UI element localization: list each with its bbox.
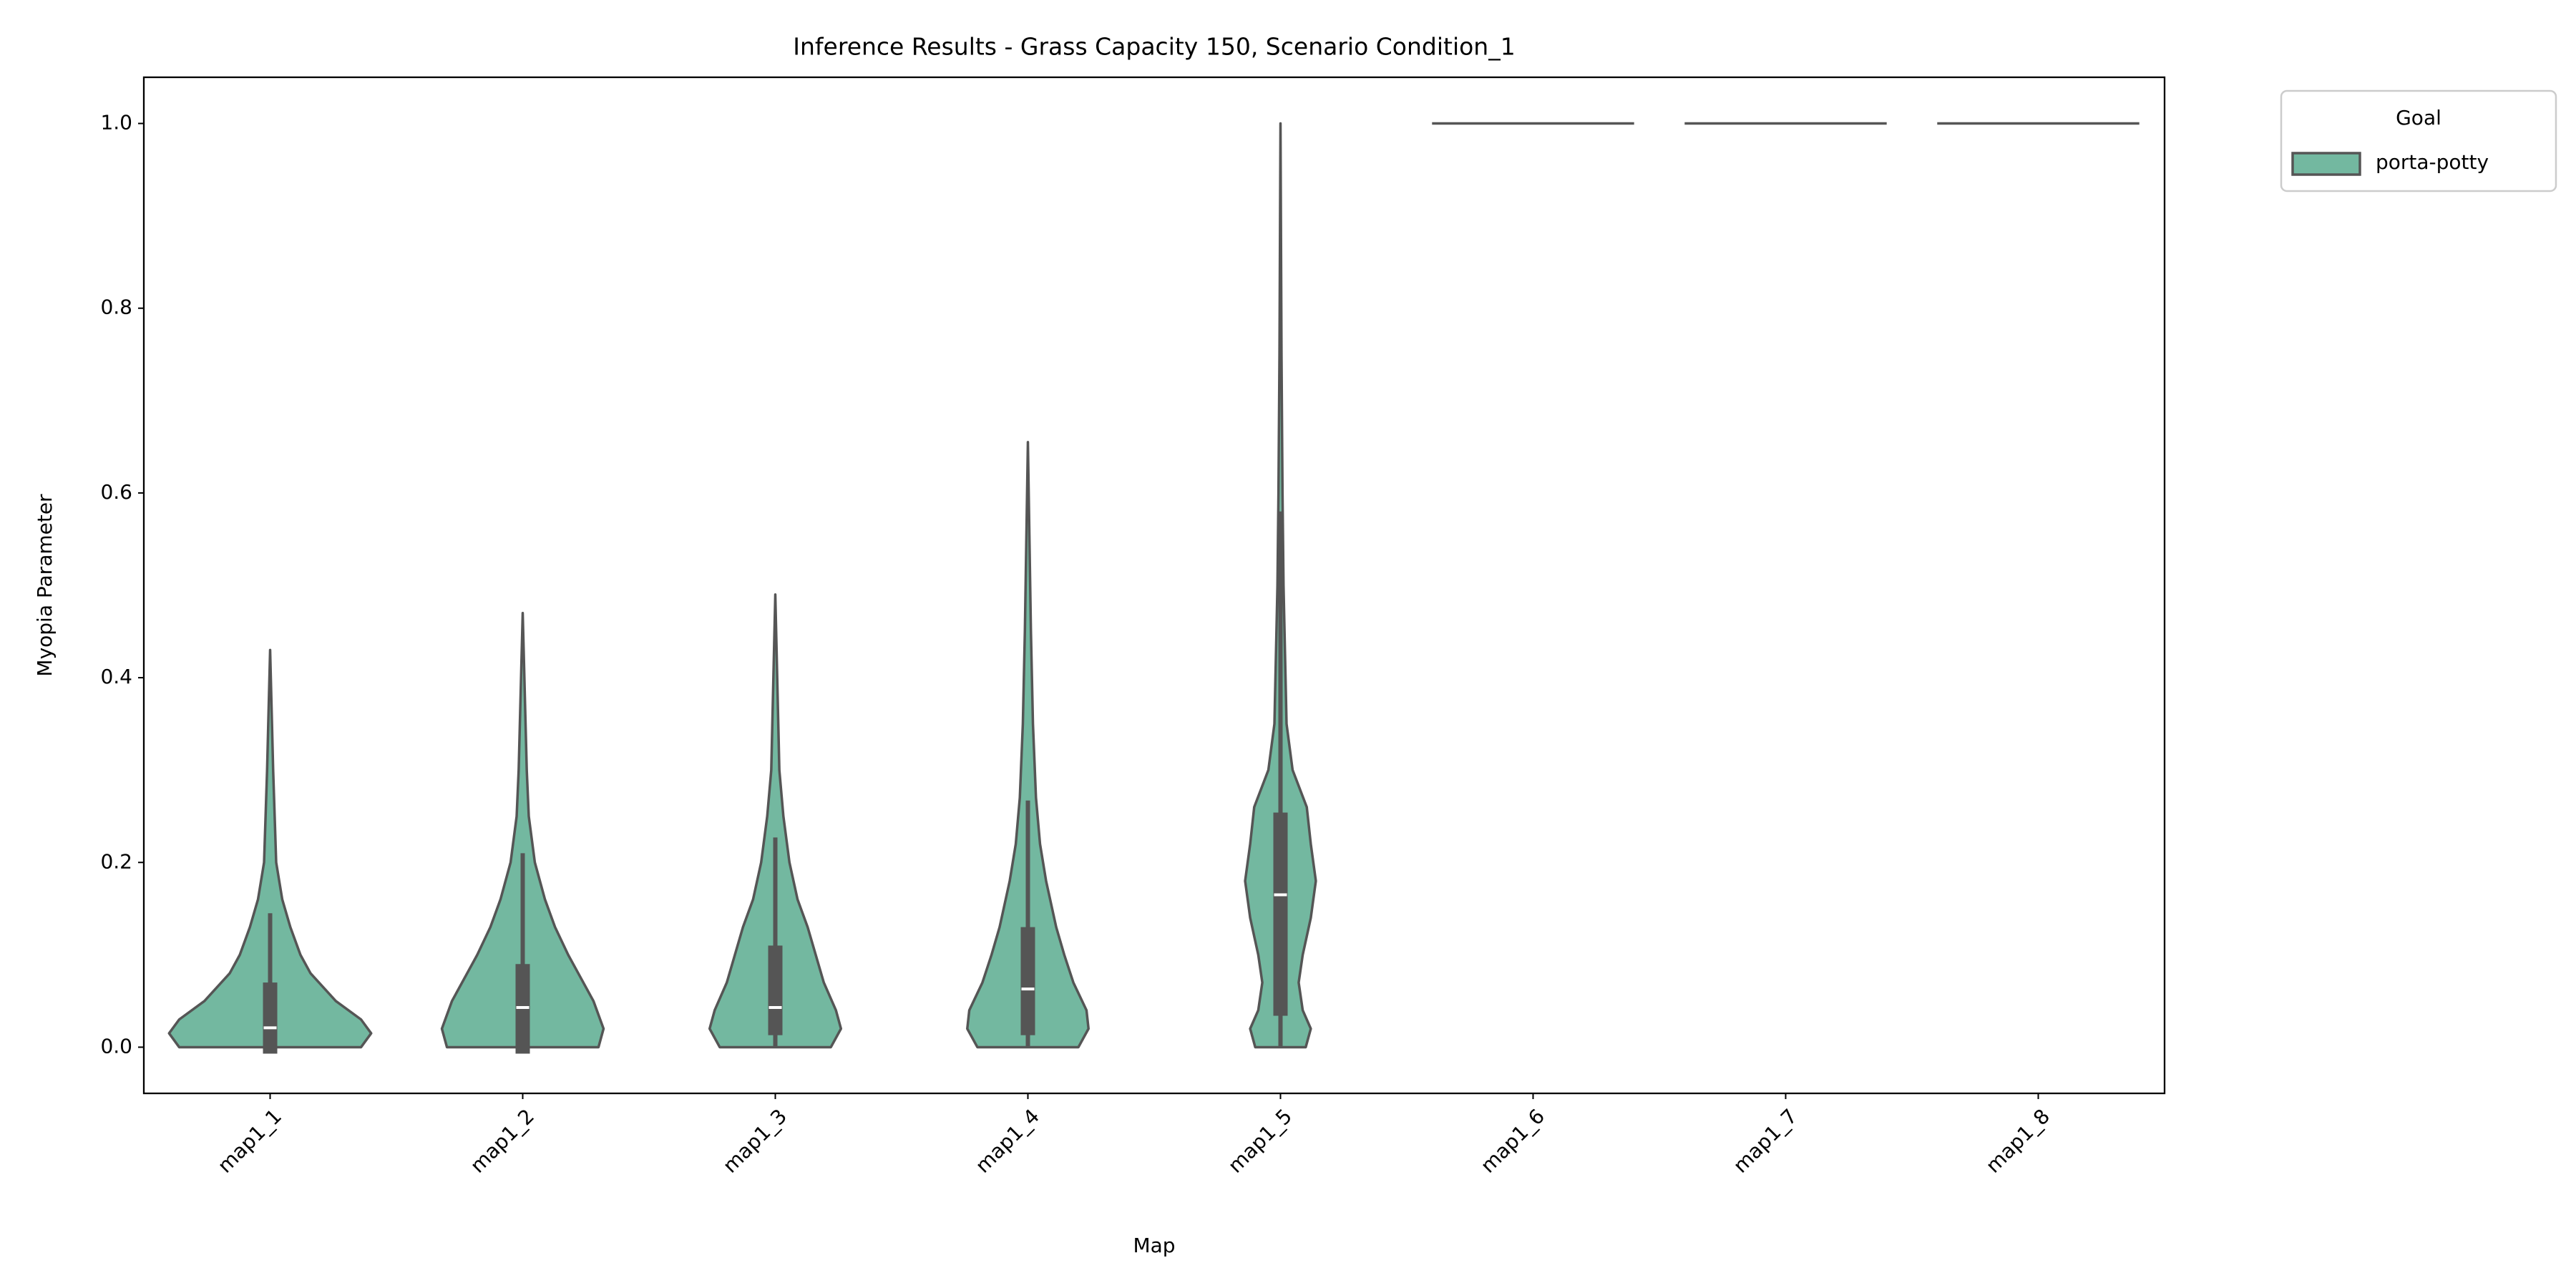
chart-title: Inference Results - Grass Capacity 150, … — [793, 33, 1515, 61]
legend-label: porta-potty — [2376, 150, 2489, 174]
plot-frame — [142, 76, 2166, 1095]
violin — [708, 593, 843, 1049]
violin — [966, 441, 1090, 1049]
y-tick-label: 0.0 — [100, 1034, 132, 1058]
y-axis-label: Myopia Parameter — [33, 494, 57, 677]
box — [1273, 812, 1288, 1016]
y-tick-label: 0.4 — [100, 665, 132, 688]
y-tick-label: 0.8 — [100, 296, 132, 319]
y-tick-label: 1.0 — [100, 111, 132, 135]
x-axis-label: Map — [1133, 1234, 1175, 1257]
violin — [440, 611, 605, 1049]
legend: Goal porta-potty — [2280, 89, 2557, 192]
y-tick-label: 0.6 — [100, 480, 132, 504]
legend-title: Goal — [2396, 106, 2441, 130]
violin — [167, 648, 373, 1049]
box — [1020, 927, 1035, 1035]
box — [768, 945, 783, 1035]
y-tick-label: 0.2 — [100, 849, 132, 873]
legend-swatch — [2291, 152, 2361, 176]
box — [263, 982, 278, 1054]
